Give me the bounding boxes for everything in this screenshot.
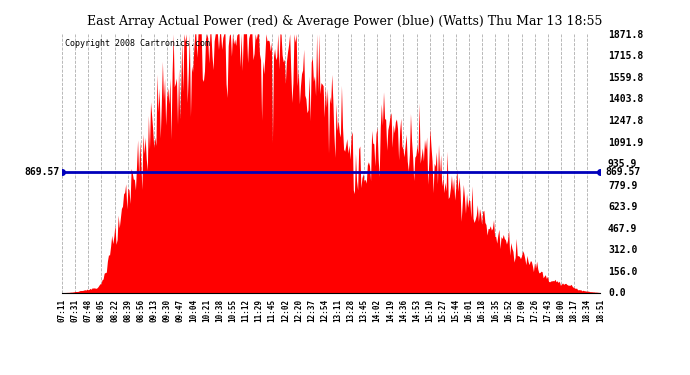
Text: 869.57: 869.57 <box>24 167 59 177</box>
Text: East Array Actual Power (red) & Average Power (blue) (Watts) Thu Mar 13 18:55: East Array Actual Power (red) & Average … <box>88 15 602 28</box>
Text: 869.57: 869.57 <box>606 167 641 177</box>
Text: Copyright 2008 Cartronics.com: Copyright 2008 Cartronics.com <box>65 39 210 48</box>
